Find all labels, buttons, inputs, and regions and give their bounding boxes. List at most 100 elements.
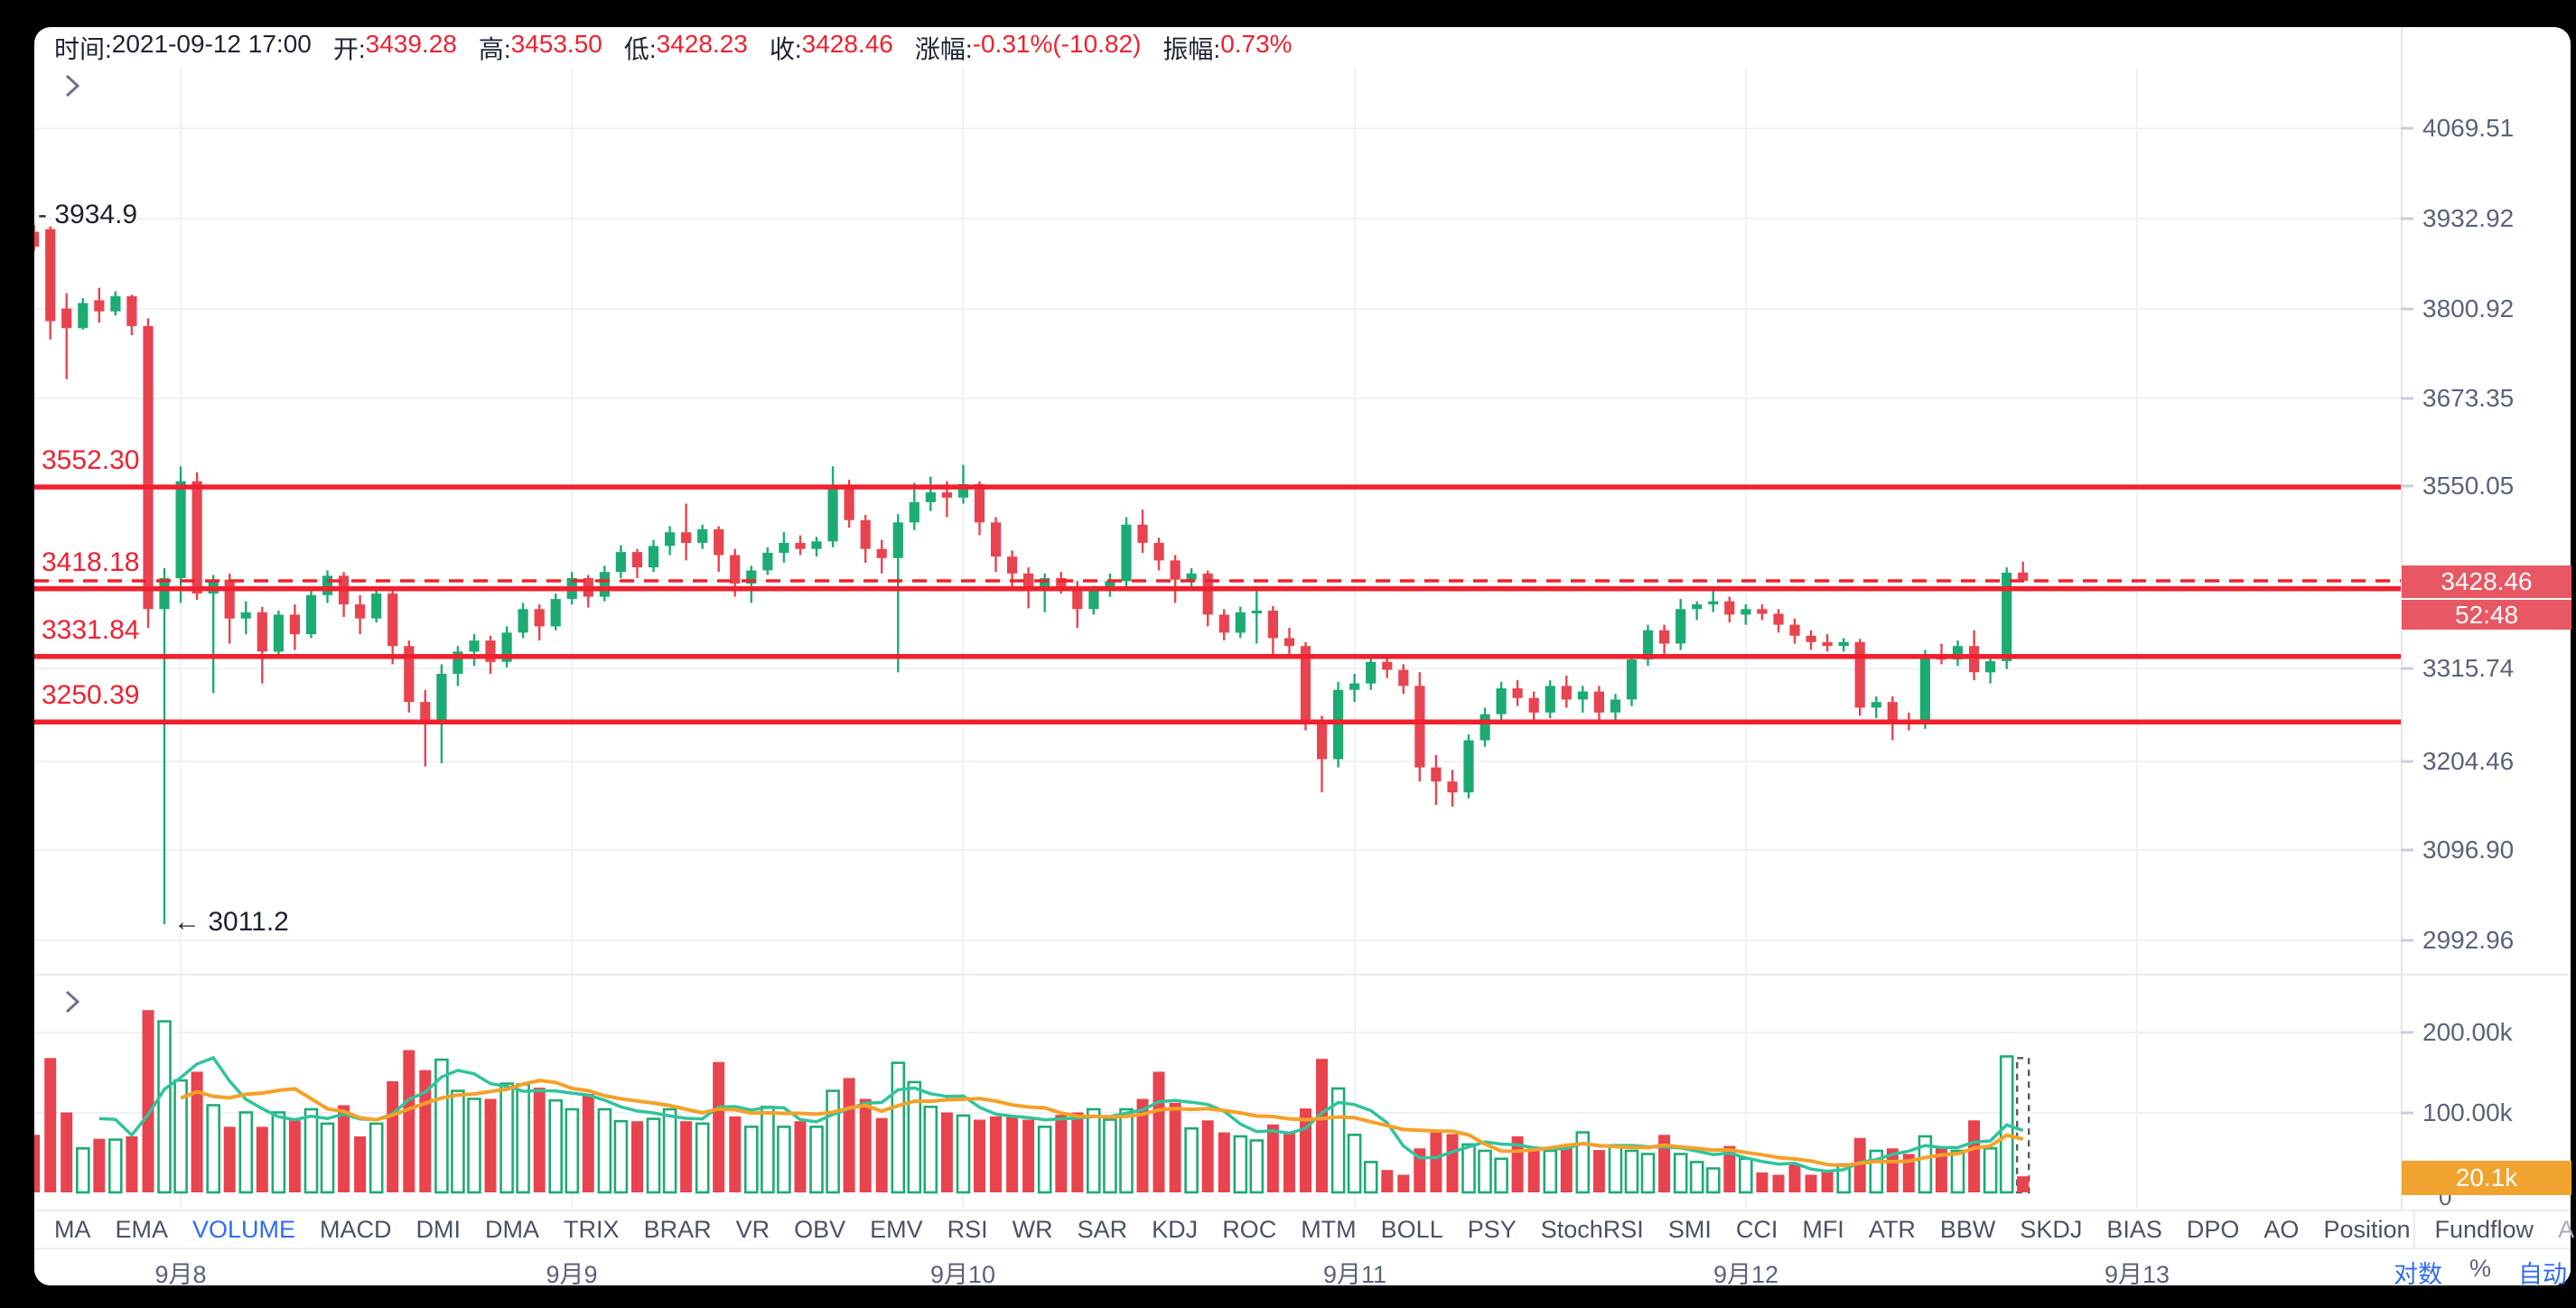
indicator-tab-dpo[interactable]: DPO	[2186, 1215, 2240, 1243]
indicator-tab-kdj[interactable]: KDJ	[1152, 1215, 1199, 1243]
axis-tick-mark	[2401, 667, 2413, 670]
indicator-tab-atr[interactable]: ATR	[1868, 1215, 1916, 1243]
axis-tick-mark	[2401, 760, 2413, 763]
indicator-tab-dma[interactable]: DMA	[485, 1215, 540, 1243]
price-pane-collapse-chevron-icon[interactable]	[58, 72, 85, 99]
indicator-tab-bias[interactable]: BIAS	[2106, 1215, 2162, 1243]
axis-tick-mark	[2401, 484, 2413, 488]
axis-tick-mark	[2401, 848, 2413, 852]
axis-tick-mark	[2401, 217, 2413, 220]
indicator-tab-stochrsi[interactable]: StochRSI	[1540, 1215, 1644, 1243]
date-axis-row[interactable]	[34, 1249, 2571, 1285]
indicator-tab-cci[interactable]: CCI	[1735, 1215, 1778, 1243]
info-item: 收: 3428.46	[770, 30, 893, 66]
indicator-tab-trix[interactable]: TRIX	[564, 1215, 620, 1243]
indicator-tab-roc[interactable]: ROC	[1222, 1215, 1277, 1243]
price-axis-label: 3932.92	[2422, 204, 2515, 232]
price-annotation: ← 3011.2	[173, 907, 289, 937]
volume-axis-label: 200.00k	[2422, 1018, 2513, 1046]
indicator-tab-ma[interactable]: MA	[54, 1215, 91, 1243]
current-price-value: 3428.46	[2402, 565, 2571, 600]
scale-control-percent[interactable]: %	[2469, 1255, 2491, 1282]
price-axis-label: 3204.46	[2422, 747, 2515, 775]
date-label: 9月8	[154, 1261, 207, 1288]
scale-control-log[interactable]: 对数	[2393, 1261, 2442, 1288]
level-price-label: 3250.39	[42, 680, 140, 711]
indicator-tab-dmi[interactable]: DMI	[415, 1215, 462, 1243]
axis-tick-mark	[2401, 1031, 2413, 1034]
info-value: 3439.28	[365, 30, 457, 58]
scale-control-auto[interactable]: 自动	[2518, 1261, 2567, 1288]
info-label: 开:	[332, 35, 366, 63]
price-chart-canvas[interactable]	[34, 27, 2401, 1209]
info-label: 高:	[478, 35, 511, 63]
price-annotation: - 3934.9	[38, 200, 138, 229]
info-label: 振幅:	[1162, 35, 1221, 63]
indicator-tab-skdj[interactable]: SKDJ	[2020, 1215, 2083, 1243]
info-value: 0.73%	[1220, 30, 1293, 58]
indicator-tab-position[interactable]: Position	[2323, 1215, 2411, 1243]
current-price-badge: 3428.46 52:48	[2402, 565, 2571, 630]
info-value: 3428.23	[656, 30, 748, 58]
axis-tick-mark	[2401, 397, 2413, 400]
date-label: 9月13	[2104, 1261, 2170, 1288]
info-item: 开: 3439.28	[333, 30, 457, 66]
price-axis-label: 3800.92	[2422, 294, 2515, 322]
info-label: 低:	[623, 35, 657, 63]
indicator-tab-brar[interactable]: BRAR	[643, 1215, 712, 1243]
info-label: 收:	[769, 35, 802, 63]
info-value: 3453.50	[510, 30, 602, 58]
indicator-tab-volume[interactable]: VOLUME	[192, 1215, 296, 1243]
price-axis-label: 3673.35	[2422, 384, 2515, 412]
info-label: 涨幅:	[914, 35, 973, 63]
price-axis-label: 2992.96	[2422, 926, 2515, 954]
indicator-tab-smi[interactable]: SMI	[1667, 1215, 1712, 1243]
info-item: 低: 3428.23	[624, 30, 748, 66]
info-label: 时间:	[54, 35, 112, 63]
info-item: 时间: 2021-09-12 17:00	[54, 30, 312, 66]
indicator-tab-bbw[interactable]: BBW	[1939, 1215, 1996, 1243]
indicator-tab-macd[interactable]: MACD	[320, 1215, 392, 1243]
indicator-tab-psy[interactable]: PSY	[1467, 1215, 1517, 1243]
indicator-tab-ema[interactable]: EMA	[115, 1215, 169, 1243]
price-axis-label: 4069.51	[2422, 114, 2515, 142]
volume-pane-collapse-chevron-icon[interactable]	[58, 988, 85, 1015]
price-axis-label: 3315.74	[2422, 654, 2515, 682]
axis-tick-mark	[2401, 307, 2413, 311]
indicator-tab-mtm[interactable]: MTM	[1301, 1215, 1357, 1243]
indicator-tab-mfi[interactable]: MFI	[1802, 1215, 1844, 1243]
level-price-label: 3552.30	[42, 445, 140, 476]
date-label: 9月12	[1713, 1261, 1779, 1288]
price-axis-label: 3550.05	[2422, 472, 2515, 500]
indicator-tab-emv[interactable]: EMV	[870, 1215, 923, 1243]
indicator-tab-rsi[interactable]: RSI	[947, 1215, 988, 1243]
axis-tick-mark	[2401, 1111, 2413, 1115]
date-label: 9月9	[546, 1261, 598, 1288]
indicator-tab-boll[interactable]: BOLL	[1380, 1215, 1443, 1243]
indicator-tab-fundflow[interactable]: Fundflow	[2434, 1215, 2534, 1243]
scale-controls: 对数% 自动	[2394, 1255, 2567, 1290]
info-item: 高: 3453.50	[479, 30, 602, 66]
candle-countdown: 52:48	[2454, 601, 2519, 629]
indicator-bar-divider	[2413, 1211, 2415, 1247]
date-label: 9月10	[929, 1261, 996, 1288]
indicator-tab-wr[interactable]: WR	[1012, 1215, 1053, 1243]
date-label: 9月11	[1322, 1261, 1387, 1288]
current-volume-badge: 20.1k	[2402, 1161, 2571, 1195]
indicator-tab-ao[interactable]: AO	[2263, 1215, 2300, 1243]
info-item: 涨幅: -0.31%(-10.82)	[915, 30, 1142, 66]
info-item: 振幅: 0.73%	[1162, 30, 1292, 66]
axis-tick-mark	[2401, 126, 2413, 130]
indicator-tab-ai-netvol[interactable]: AI-NetVOL	[2558, 1215, 2576, 1243]
volume-axis-label: 100.00k	[2422, 1098, 2513, 1126]
pane-divider[interactable]	[34, 974, 2571, 976]
indicator-tab-bar: MA EMA VOLUME MACD DMI DMA TRIX BRAR VR OBV EMV RSI…	[34, 1210, 2576, 1249]
info-value: 2021-09-12 17:00	[111, 30, 312, 58]
indicator-tab-sar[interactable]: SAR	[1077, 1215, 1128, 1243]
indicator-tab-vr[interactable]: VR	[735, 1215, 770, 1243]
level-price-label: 3418.18	[42, 547, 140, 577]
indicator-tab-obv[interactable]: OBV	[794, 1215, 846, 1243]
info-value: -0.31%(-10.82)	[972, 30, 1142, 58]
ohlc-info-bar: 时间: 2021-09-12 17:00 开: 3439.28 高: 3453.50 低: 3…	[54, 30, 1293, 66]
